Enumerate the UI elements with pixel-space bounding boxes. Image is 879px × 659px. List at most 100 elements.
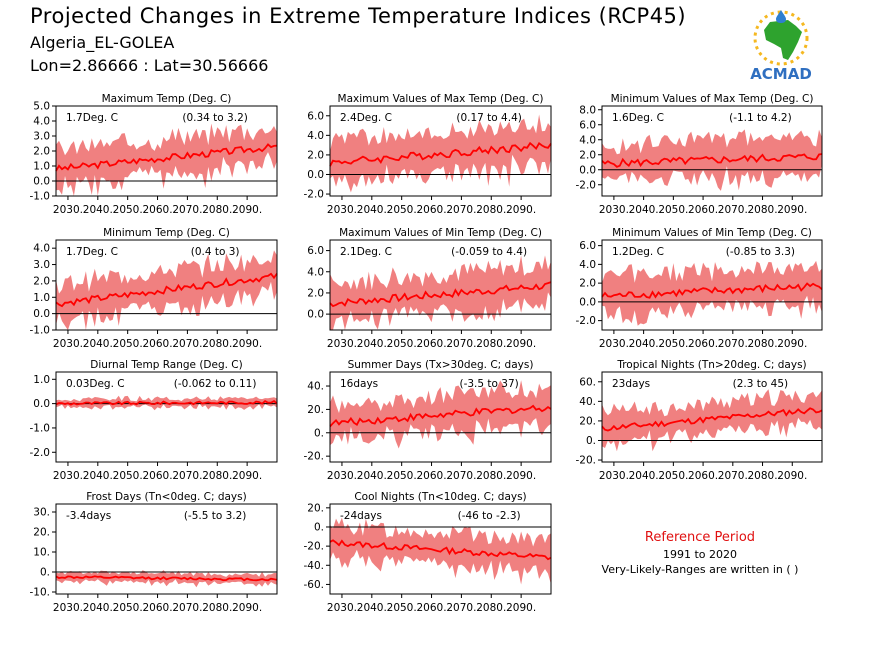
chart-title: Minimum Values of Min Temp (Deg. C) bbox=[612, 227, 812, 239]
plot-frame bbox=[329, 105, 552, 197]
x-tick-label: 2030. bbox=[53, 602, 83, 614]
x-tick-label: 2040. bbox=[629, 338, 659, 350]
x-tick-label: 2050. bbox=[658, 338, 688, 350]
station-name: Algeria_EL-GOLEA bbox=[30, 33, 175, 52]
x-tick-label: 2080. bbox=[748, 204, 778, 216]
plot-frame bbox=[55, 371, 278, 463]
x-tick-label: 2080. bbox=[748, 470, 778, 482]
x-tick-label: 2050. bbox=[113, 470, 143, 482]
y-tick-label: 40. bbox=[307, 381, 324, 393]
y-tick-label: 4.0 bbox=[33, 116, 50, 128]
chart-range: (-0.062 to 0.11) bbox=[174, 378, 257, 390]
x-tick-label: 2030. bbox=[327, 338, 357, 350]
y-tick-label: 2.0 bbox=[307, 149, 324, 161]
logo-text: ACMAD bbox=[750, 65, 812, 82]
x-tick-label: 2030. bbox=[599, 204, 629, 216]
mean-line bbox=[329, 404, 552, 428]
x-tick-label: 2040. bbox=[357, 338, 387, 350]
y-tick-label: 0.0 bbox=[33, 398, 50, 410]
chart-title: Frost Days (Tn<0deg. C; days) bbox=[86, 491, 246, 503]
plot-frame bbox=[329, 239, 552, 331]
y-tick-label: 2.0 bbox=[307, 287, 324, 299]
x-tick-label: 2050. bbox=[387, 204, 417, 216]
y-tick-label: -20. bbox=[304, 541, 325, 553]
y-tick-label: 5.0 bbox=[33, 101, 50, 113]
mean-line bbox=[55, 575, 278, 582]
x-tick-label: 2090. bbox=[506, 470, 536, 482]
x-tick-label: 2050. bbox=[658, 470, 688, 482]
y-tick-label: 1.0 bbox=[33, 374, 50, 386]
chart-range: (0.17 to 4.4) bbox=[456, 112, 522, 124]
y-tick-label: -1.0 bbox=[30, 325, 51, 337]
x-tick-label: 2080. bbox=[202, 602, 232, 614]
x-tick-label: 2050. bbox=[387, 602, 417, 614]
x-tick-label: 2040. bbox=[83, 204, 113, 216]
chart-range: (-0.059 to 4.4) bbox=[451, 246, 527, 258]
y-tick-label: 0. bbox=[586, 435, 596, 447]
x-tick-label: 2070. bbox=[446, 602, 476, 614]
mean-line bbox=[601, 153, 823, 168]
x-tick-label: 2080. bbox=[202, 338, 232, 350]
x-tick-label: 2070. bbox=[172, 470, 202, 482]
chart-title: Summer Days (Tx>30deg. C; days) bbox=[348, 359, 534, 371]
x-tick-label: 2030. bbox=[599, 338, 629, 350]
y-tick-label: -20. bbox=[576, 455, 597, 467]
mean-line bbox=[601, 282, 823, 299]
y-tick-label: 4.0 bbox=[307, 130, 324, 142]
y-tick-label: 60. bbox=[579, 376, 596, 388]
x-tick-label: 2060. bbox=[688, 470, 718, 482]
x-tick-label: 2060. bbox=[143, 204, 173, 216]
chart-stat: -24days bbox=[340, 510, 382, 522]
water-drop-icon bbox=[776, 10, 786, 23]
chart-title: Diurnal Temp Range (Deg. C) bbox=[90, 359, 242, 371]
chart-panel: -20. 0. 20. 40. 2030. 2040. 2050. 2060. 2070. 208… bbox=[304, 359, 552, 482]
chart-title: Maximum Temp (Deg. C) bbox=[102, 93, 232, 105]
mean-line bbox=[55, 400, 278, 406]
chart-range: (2.3 to 45) bbox=[733, 378, 788, 390]
station-coordinates: Lon=2.86666 : Lat=30.56666 bbox=[30, 56, 269, 75]
x-tick-label: 2070. bbox=[172, 602, 202, 614]
x-tick-label: 2050. bbox=[387, 470, 417, 482]
x-tick-label: 2070. bbox=[446, 338, 476, 350]
x-tick-label: 2070. bbox=[172, 338, 202, 350]
reference-period-years: 1991 to 2020 bbox=[662, 548, 738, 561]
chart-panel: -1.0 0.0 1.0 2.0 3.0 4.0 5.0 2030. 2040. 2050. 206… bbox=[30, 93, 278, 216]
x-tick-label: 2070. bbox=[718, 470, 748, 482]
plot-frame bbox=[601, 371, 823, 463]
x-tick-label: 2030. bbox=[327, 602, 357, 614]
y-tick-label: 3.0 bbox=[33, 259, 50, 271]
y-tick-label: 0. bbox=[40, 567, 50, 579]
mean-line bbox=[329, 141, 552, 167]
x-tick-label: 2030. bbox=[53, 470, 83, 482]
plot-frame bbox=[329, 371, 552, 463]
y-tick-label: 40. bbox=[579, 396, 596, 408]
y-tick-label: 8.0 bbox=[579, 104, 596, 116]
y-tick-label: 0.0 bbox=[307, 169, 324, 181]
y-tick-label: 6.0 bbox=[307, 245, 324, 257]
x-tick-label: 2040. bbox=[357, 204, 387, 216]
x-tick-label: 2050. bbox=[658, 204, 688, 216]
x-tick-label: 2080. bbox=[476, 602, 506, 614]
y-tick-label: 4.0 bbox=[307, 266, 324, 278]
reference-period-note: Very-Likely-Ranges are written in ( ) bbox=[601, 563, 799, 576]
y-tick-label: 1.0 bbox=[33, 161, 50, 173]
y-tick-label: 6.0 bbox=[307, 110, 324, 122]
x-tick-label: 2060. bbox=[417, 338, 447, 350]
chart-stat: 1.7Deg. C bbox=[66, 246, 118, 258]
y-tick-label: 30. bbox=[33, 507, 50, 519]
chart-range: (0.4 to 3) bbox=[191, 246, 240, 258]
plot-frame bbox=[601, 239, 823, 331]
x-tick-label: 2080. bbox=[476, 338, 506, 350]
x-tick-label: 2080. bbox=[476, 204, 506, 216]
y-tick-label: 0.0 bbox=[33, 176, 50, 188]
x-tick-label: 2060. bbox=[688, 338, 718, 350]
y-tick-label: 6.0 bbox=[579, 240, 596, 252]
chart-stat: 1.6Deg. C bbox=[612, 112, 664, 124]
x-tick-label: 2070. bbox=[446, 204, 476, 216]
y-tick-label: -2.0 bbox=[576, 179, 597, 191]
chart-panel: -20. 0. 20. 40. 60. 2030. 2040. 2050. 2060. 2070.… bbox=[576, 359, 823, 482]
x-tick-label: 2090. bbox=[232, 602, 262, 614]
x-tick-label: 2060. bbox=[417, 602, 447, 614]
y-tick-label: 20. bbox=[33, 527, 50, 539]
